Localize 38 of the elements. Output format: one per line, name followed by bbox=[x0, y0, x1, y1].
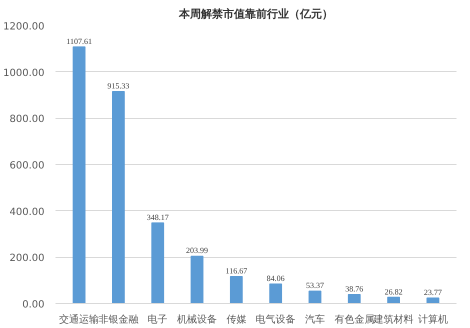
x-tick-label: 计算机 bbox=[418, 314, 448, 326]
y-tick-label: 0.00 bbox=[22, 300, 44, 310]
data-label: 84.06 bbox=[266, 274, 285, 284]
bar bbox=[308, 290, 322, 304]
bar bbox=[72, 46, 86, 304]
data-label: 26.82 bbox=[384, 287, 403, 296]
x-tick-label: 汽车 bbox=[304, 314, 325, 326]
data-label: 23.77 bbox=[424, 288, 442, 297]
data-label: 915.33 bbox=[107, 81, 130, 90]
x-tick-label: 电子 bbox=[148, 314, 168, 326]
bar bbox=[112, 90, 125, 304]
x-tick-label: 非银金融 bbox=[98, 314, 138, 326]
data-label: 116.67 bbox=[225, 266, 248, 276]
x-tick-label: 电气设备 bbox=[256, 314, 296, 326]
chart-title: 本周解禁市值靠前行业（亿元） bbox=[178, 8, 333, 20]
bar bbox=[230, 276, 243, 304]
bar bbox=[269, 284, 282, 304]
data-label: 348.17 bbox=[146, 212, 169, 222]
data-label: 53.37 bbox=[306, 281, 324, 290]
bar bbox=[151, 222, 164, 304]
bar bbox=[348, 294, 361, 304]
y-tick-label: 1200.00 bbox=[3, 22, 45, 32]
bar bbox=[387, 296, 400, 304]
data-label: 1107.61 bbox=[66, 36, 92, 46]
x-tick-label: 建筑材料 bbox=[372, 314, 414, 326]
bar bbox=[426, 297, 440, 304]
data-label: 203.99 bbox=[186, 246, 208, 256]
x-tick-label: 机械设备 bbox=[177, 314, 218, 326]
data-label: 38.76 bbox=[345, 284, 364, 294]
x-tick-label: 有色金属 bbox=[334, 314, 374, 326]
y-tick-label: 800.00 bbox=[10, 114, 45, 126]
y-tick-label: 1000.00 bbox=[3, 68, 45, 79]
x-tick-label: 传媒 bbox=[226, 314, 246, 326]
y-tick-label: 600.00 bbox=[10, 160, 45, 172]
x-tick-label: 交通运输 bbox=[59, 314, 100, 326]
y-tick-label: 200.00 bbox=[10, 253, 45, 264]
y-tick-label: 400.00 bbox=[10, 206, 45, 218]
bar bbox=[190, 256, 204, 304]
